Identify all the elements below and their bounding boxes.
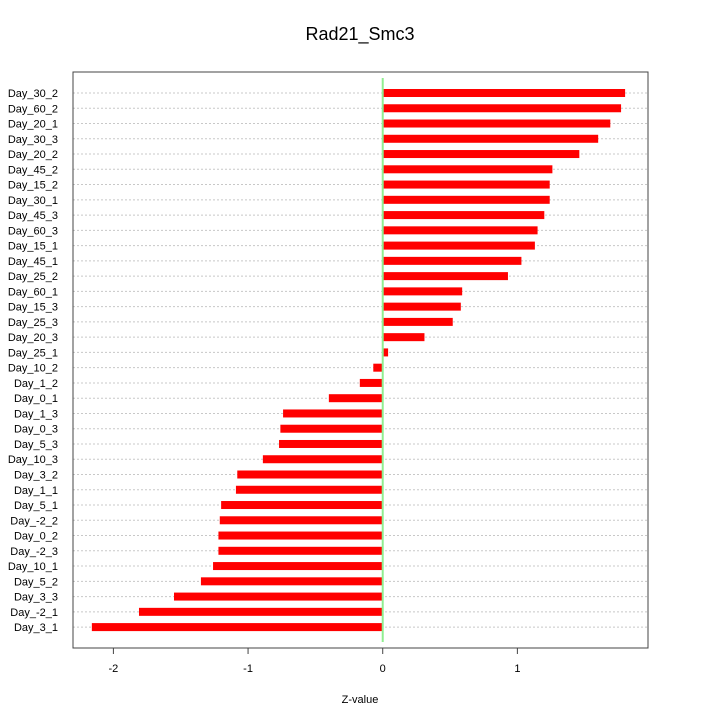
category-label: Day_-2_3 xyxy=(10,546,58,558)
chart-title: Rad21_Smc3 xyxy=(305,24,414,45)
bar xyxy=(138,607,383,616)
category-label: Day_1_1 xyxy=(14,485,58,497)
x-axis: -2 -1 0 1 xyxy=(109,647,520,675)
category-label: Day_20_3 xyxy=(8,332,58,344)
bar xyxy=(382,89,626,97)
bar xyxy=(382,348,389,357)
category-label: Day_3_3 xyxy=(14,592,58,604)
bar xyxy=(359,378,383,387)
category-label: Day_0_3 xyxy=(14,424,58,436)
x-tick-label: 1 xyxy=(514,663,520,675)
bar xyxy=(382,317,453,326)
category-label: Day_15_2 xyxy=(8,180,58,192)
bar xyxy=(382,287,463,296)
bar xyxy=(382,119,611,128)
category-label: Day_1_3 xyxy=(14,408,58,420)
x-tick-label: -2 xyxy=(109,663,119,675)
bar xyxy=(382,134,599,143)
category-label: Day_10_3 xyxy=(8,454,58,466)
category-label: Day_5_2 xyxy=(14,576,58,588)
category-label: Day_1_2 xyxy=(14,378,58,390)
category-label: Day_60_1 xyxy=(8,286,58,298)
bar xyxy=(382,211,545,220)
category-label: Day_3_1 xyxy=(14,622,58,634)
category-label: Day_5_1 xyxy=(14,500,58,512)
bar xyxy=(328,394,383,403)
category-label: Day_30_3 xyxy=(8,134,58,146)
category-label: Day_5_3 xyxy=(14,439,58,451)
category-label: Day_20_1 xyxy=(8,119,58,131)
category-label: Day_60_2 xyxy=(8,103,58,115)
bar xyxy=(382,241,535,250)
bar xyxy=(213,562,383,571)
category-label: Day_25_1 xyxy=(8,347,58,359)
bar xyxy=(279,439,383,448)
bar xyxy=(221,501,383,510)
category-label: Day_0_2 xyxy=(14,531,58,543)
x-tick-label: 0 xyxy=(380,663,386,675)
bar xyxy=(91,623,383,632)
bar xyxy=(382,272,508,281)
bar xyxy=(373,363,383,372)
bar xyxy=(382,165,553,174)
plot-frame xyxy=(72,71,649,649)
bar xyxy=(283,409,383,418)
bar xyxy=(382,302,461,311)
category-label: Day_45_3 xyxy=(8,210,58,222)
category-label: Day_20_2 xyxy=(8,149,58,161)
category-label: Day_25_2 xyxy=(8,271,58,283)
bar xyxy=(235,485,383,494)
category-labels: Day_30_2 Day_60_2 Day_20_1 Day_30_3 Day_20_2… xyxy=(8,88,58,634)
bar xyxy=(237,470,383,479)
x-tick-label: -1 xyxy=(243,663,253,675)
bar xyxy=(218,531,383,540)
category-label: Day_45_2 xyxy=(8,164,58,176)
bar xyxy=(280,424,383,433)
bar xyxy=(382,104,622,113)
category-label: Day_45_1 xyxy=(8,256,58,268)
bar xyxy=(218,546,383,555)
bar xyxy=(382,150,580,159)
x-axis-label: Z-value xyxy=(342,694,379,706)
bar xyxy=(382,256,522,265)
bar xyxy=(200,577,383,586)
category-label: Day_10_1 xyxy=(8,561,58,573)
category-label: Day_3_2 xyxy=(14,470,58,482)
bar xyxy=(382,226,538,235)
category-label: Day_30_1 xyxy=(8,195,58,207)
category-label: Day_15_3 xyxy=(8,302,58,314)
bar xyxy=(173,592,383,601)
category-label: Day_30_2 xyxy=(8,88,58,100)
category-label: Day_15_1 xyxy=(8,241,58,253)
category-label: Day_0_1 xyxy=(14,393,58,405)
bar xyxy=(382,195,550,204)
category-label: Day_60_3 xyxy=(8,225,58,237)
bar xyxy=(382,180,550,189)
category-label: Day_25_3 xyxy=(8,317,58,329)
bars xyxy=(91,89,626,632)
category-label: Day_-2_1 xyxy=(10,607,58,619)
category-label: Day_-2_2 xyxy=(10,515,58,527)
bar xyxy=(262,455,383,464)
bar xyxy=(382,333,425,342)
bar xyxy=(219,516,383,525)
category-label: Day_10_2 xyxy=(8,363,58,375)
